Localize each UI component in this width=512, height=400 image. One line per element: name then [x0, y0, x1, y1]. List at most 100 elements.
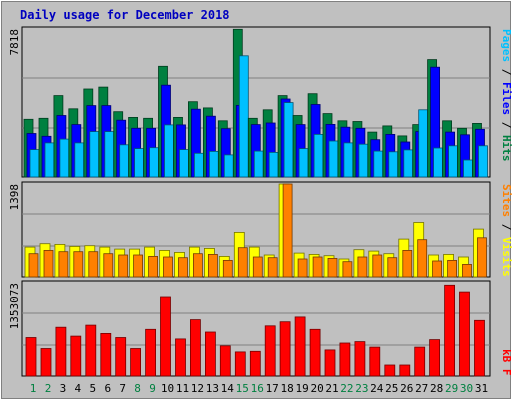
bar-sites — [133, 254, 144, 278]
bar-pages — [164, 124, 174, 178]
bar-sites — [282, 183, 293, 278]
bar-pages — [463, 159, 473, 178]
bar-pages — [104, 131, 115, 178]
visits-y-max-label: 1398 — [8, 184, 21, 211]
x-tick-label: 12 — [191, 382, 204, 395]
x-tick-label: 3 — [60, 382, 67, 395]
hits-panel-legend: Pages / Files / Hits — [500, 29, 512, 162]
x-tick-label: 20 — [310, 382, 323, 395]
x-tick-label: 24 — [370, 382, 384, 395]
x-tick-label: 1 — [30, 382, 37, 395]
bar-kb-f — [399, 364, 411, 377]
visits-bars — [24, 183, 487, 278]
bar-kb-f — [354, 341, 366, 377]
bar-kb-f — [414, 346, 426, 377]
visits-panel-legend: Sites / Visits — [500, 184, 512, 277]
x-tick-label: 14 — [221, 382, 235, 395]
bar-sites — [207, 253, 218, 278]
x-tick-label: 31 — [475, 382, 488, 395]
x-tick-label: 10 — [161, 382, 174, 395]
bar-sites — [73, 251, 84, 278]
bar-sites — [192, 253, 203, 278]
bar-pages — [29, 149, 40, 178]
bar-kb-f — [175, 338, 186, 377]
bar-kb-f — [294, 316, 306, 377]
bar-sites — [88, 251, 99, 278]
bar-pages — [313, 133, 324, 178]
bar-sites — [297, 258, 308, 278]
bar-pages — [283, 102, 294, 178]
bar-kb-f — [55, 326, 67, 377]
bar-kb-f — [204, 331, 216, 377]
bar-pages — [298, 148, 309, 178]
bar-kb-f — [309, 328, 321, 377]
bar-kb-f — [429, 339, 441, 377]
x-tick-label: 27 — [415, 382, 428, 395]
bar-kb-f — [369, 346, 381, 377]
bar-pages — [74, 142, 85, 178]
bar-pages — [268, 151, 279, 178]
bar-kb-f — [115, 337, 127, 377]
bar-sites — [148, 255, 159, 278]
x-tick-label: 22 — [340, 382, 353, 395]
bar-kb-f — [70, 335, 82, 377]
bar-kb-f — [339, 342, 351, 377]
bar-sites — [432, 260, 443, 278]
bar-kb-f — [40, 348, 52, 377]
bar-sites — [43, 249, 54, 278]
bar-sites — [58, 251, 69, 278]
bar-kb-f — [130, 348, 142, 377]
bar-kb-f — [384, 364, 396, 377]
bar-pages — [448, 145, 459, 178]
bar-sites — [387, 257, 398, 278]
bar-pages — [388, 151, 399, 178]
bar-sites — [252, 256, 263, 278]
x-tick-label: 17 — [266, 382, 279, 395]
x-tick-label: 9 — [149, 382, 156, 395]
bar-sites — [312, 256, 323, 278]
chart-title: Daily usage for December 2018 — [20, 8, 230, 22]
x-tick-label: 2 — [45, 382, 52, 395]
bar-sites — [477, 237, 487, 278]
bar-kb-f — [249, 350, 261, 377]
bar-pages — [179, 149, 189, 178]
x-tick-label: 25 — [385, 382, 398, 395]
bar-kb-f — [85, 324, 97, 377]
bar-kb-f — [444, 284, 456, 377]
bar-pages — [89, 131, 100, 178]
x-tick-label: 28 — [430, 382, 443, 395]
bar-sites — [28, 253, 39, 278]
bar-pages — [119, 144, 130, 178]
bar-pages — [59, 138, 70, 178]
x-tick-label: 19 — [295, 382, 308, 395]
bar-sites — [447, 259, 458, 278]
bar-pages — [223, 154, 234, 178]
bar-sites — [342, 261, 353, 278]
bar-pages — [149, 147, 160, 178]
x-axis-day-labels: 1 2 3 4 5 6 7 8 9 10 11 12 13 14 15 16 17 18 19 20 21 22 23 24 2… — [30, 382, 488, 395]
bar-kb-f — [279, 321, 291, 377]
bar-sites — [327, 257, 338, 278]
bar-pages — [193, 152, 204, 178]
bar-pages — [238, 55, 249, 178]
x-tick-label: 11 — [176, 382, 189, 395]
bar-kb-f — [25, 337, 37, 377]
x-tick-label: 23 — [355, 382, 368, 395]
x-tick-label: 21 — [325, 382, 338, 395]
bar-pages — [433, 147, 444, 178]
bar-pages — [253, 150, 264, 178]
hits-y-max-label: 7818 — [8, 29, 21, 56]
bar-kb-f — [459, 291, 470, 377]
x-tick-label: 29 — [445, 382, 458, 395]
bar-sites — [267, 257, 278, 278]
bar-kb-f — [189, 319, 201, 377]
kbytes-bars — [25, 284, 485, 377]
kbytes-y-max-label: 1353073 — [8, 283, 21, 329]
bar-pages — [44, 142, 55, 178]
x-tick-label: 13 — [206, 382, 219, 395]
x-tick-label: 4 — [74, 382, 81, 395]
bar-sites — [462, 263, 472, 278]
kbytes-panel-legend: kB F — [500, 349, 512, 376]
hits-bars — [23, 28, 488, 178]
